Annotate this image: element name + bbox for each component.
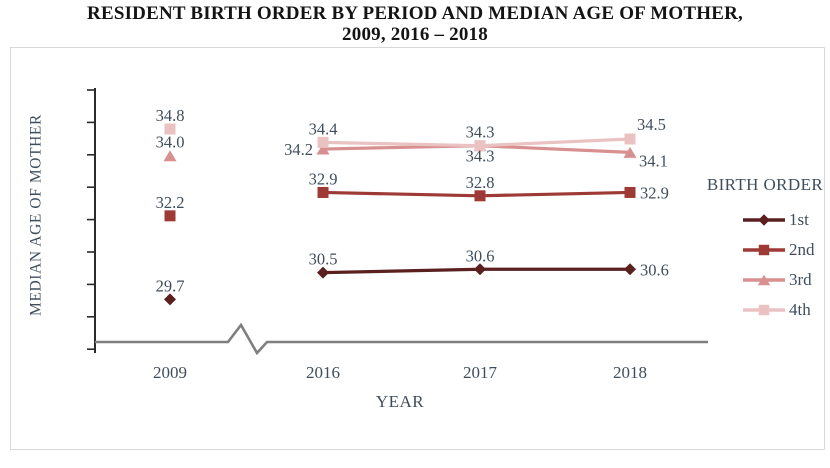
legend-label-1st: 1st	[789, 210, 809, 229]
legend-item-4th: 4th	[742, 300, 830, 319]
legend-swatch-2nd	[743, 244, 785, 256]
x-tick-label-2009: 2009	[153, 363, 187, 382]
legend-swatch-4th	[743, 304, 785, 316]
x-tick-label-2016: 2016	[306, 363, 340, 382]
legend-marker-1st	[758, 214, 770, 226]
legend-swatch-3rd	[743, 274, 785, 286]
y-axis-title: MEDIAN AGE OF MOTHER	[27, 114, 45, 316]
legend-label-4th: 4th	[789, 300, 811, 319]
legend-marker-2nd	[758, 244, 770, 256]
x-axis-title: YEAR	[375, 392, 425, 411]
legend-items: 1st 2nd 3rd 4th	[700, 210, 830, 319]
legend: BIRTH ORDER 1st 2nd 3rd 4th	[700, 175, 830, 332]
legend-marker-4th	[758, 304, 770, 316]
chart-title-line2: 2009, 2016 – 2018	[342, 24, 488, 45]
plot-frame	[10, 47, 825, 450]
chart-title-line1: RESIDENT BIRTH ORDER BY PERIOD AND MEDIA…	[87, 3, 743, 24]
legend-item-2nd: 2nd	[742, 240, 830, 259]
x-tick-label-2017: 2017	[463, 363, 497, 382]
chart-title: RESIDENT BIRTH ORDER BY PERIOD AND MEDIA…	[0, 3, 830, 45]
legend-title: BIRTH ORDER	[706, 175, 824, 194]
legend-marker-3rd	[757, 274, 771, 286]
legend-label-3rd: 3rd	[789, 270, 812, 289]
legend-swatch-1st	[743, 214, 785, 226]
legend-label-2nd: 2nd	[789, 240, 815, 259]
legend-item-1st: 1st	[742, 210, 830, 229]
legend-item-3rd: 3rd	[742, 270, 830, 289]
x-tick-label-2018: 2018	[613, 363, 647, 382]
